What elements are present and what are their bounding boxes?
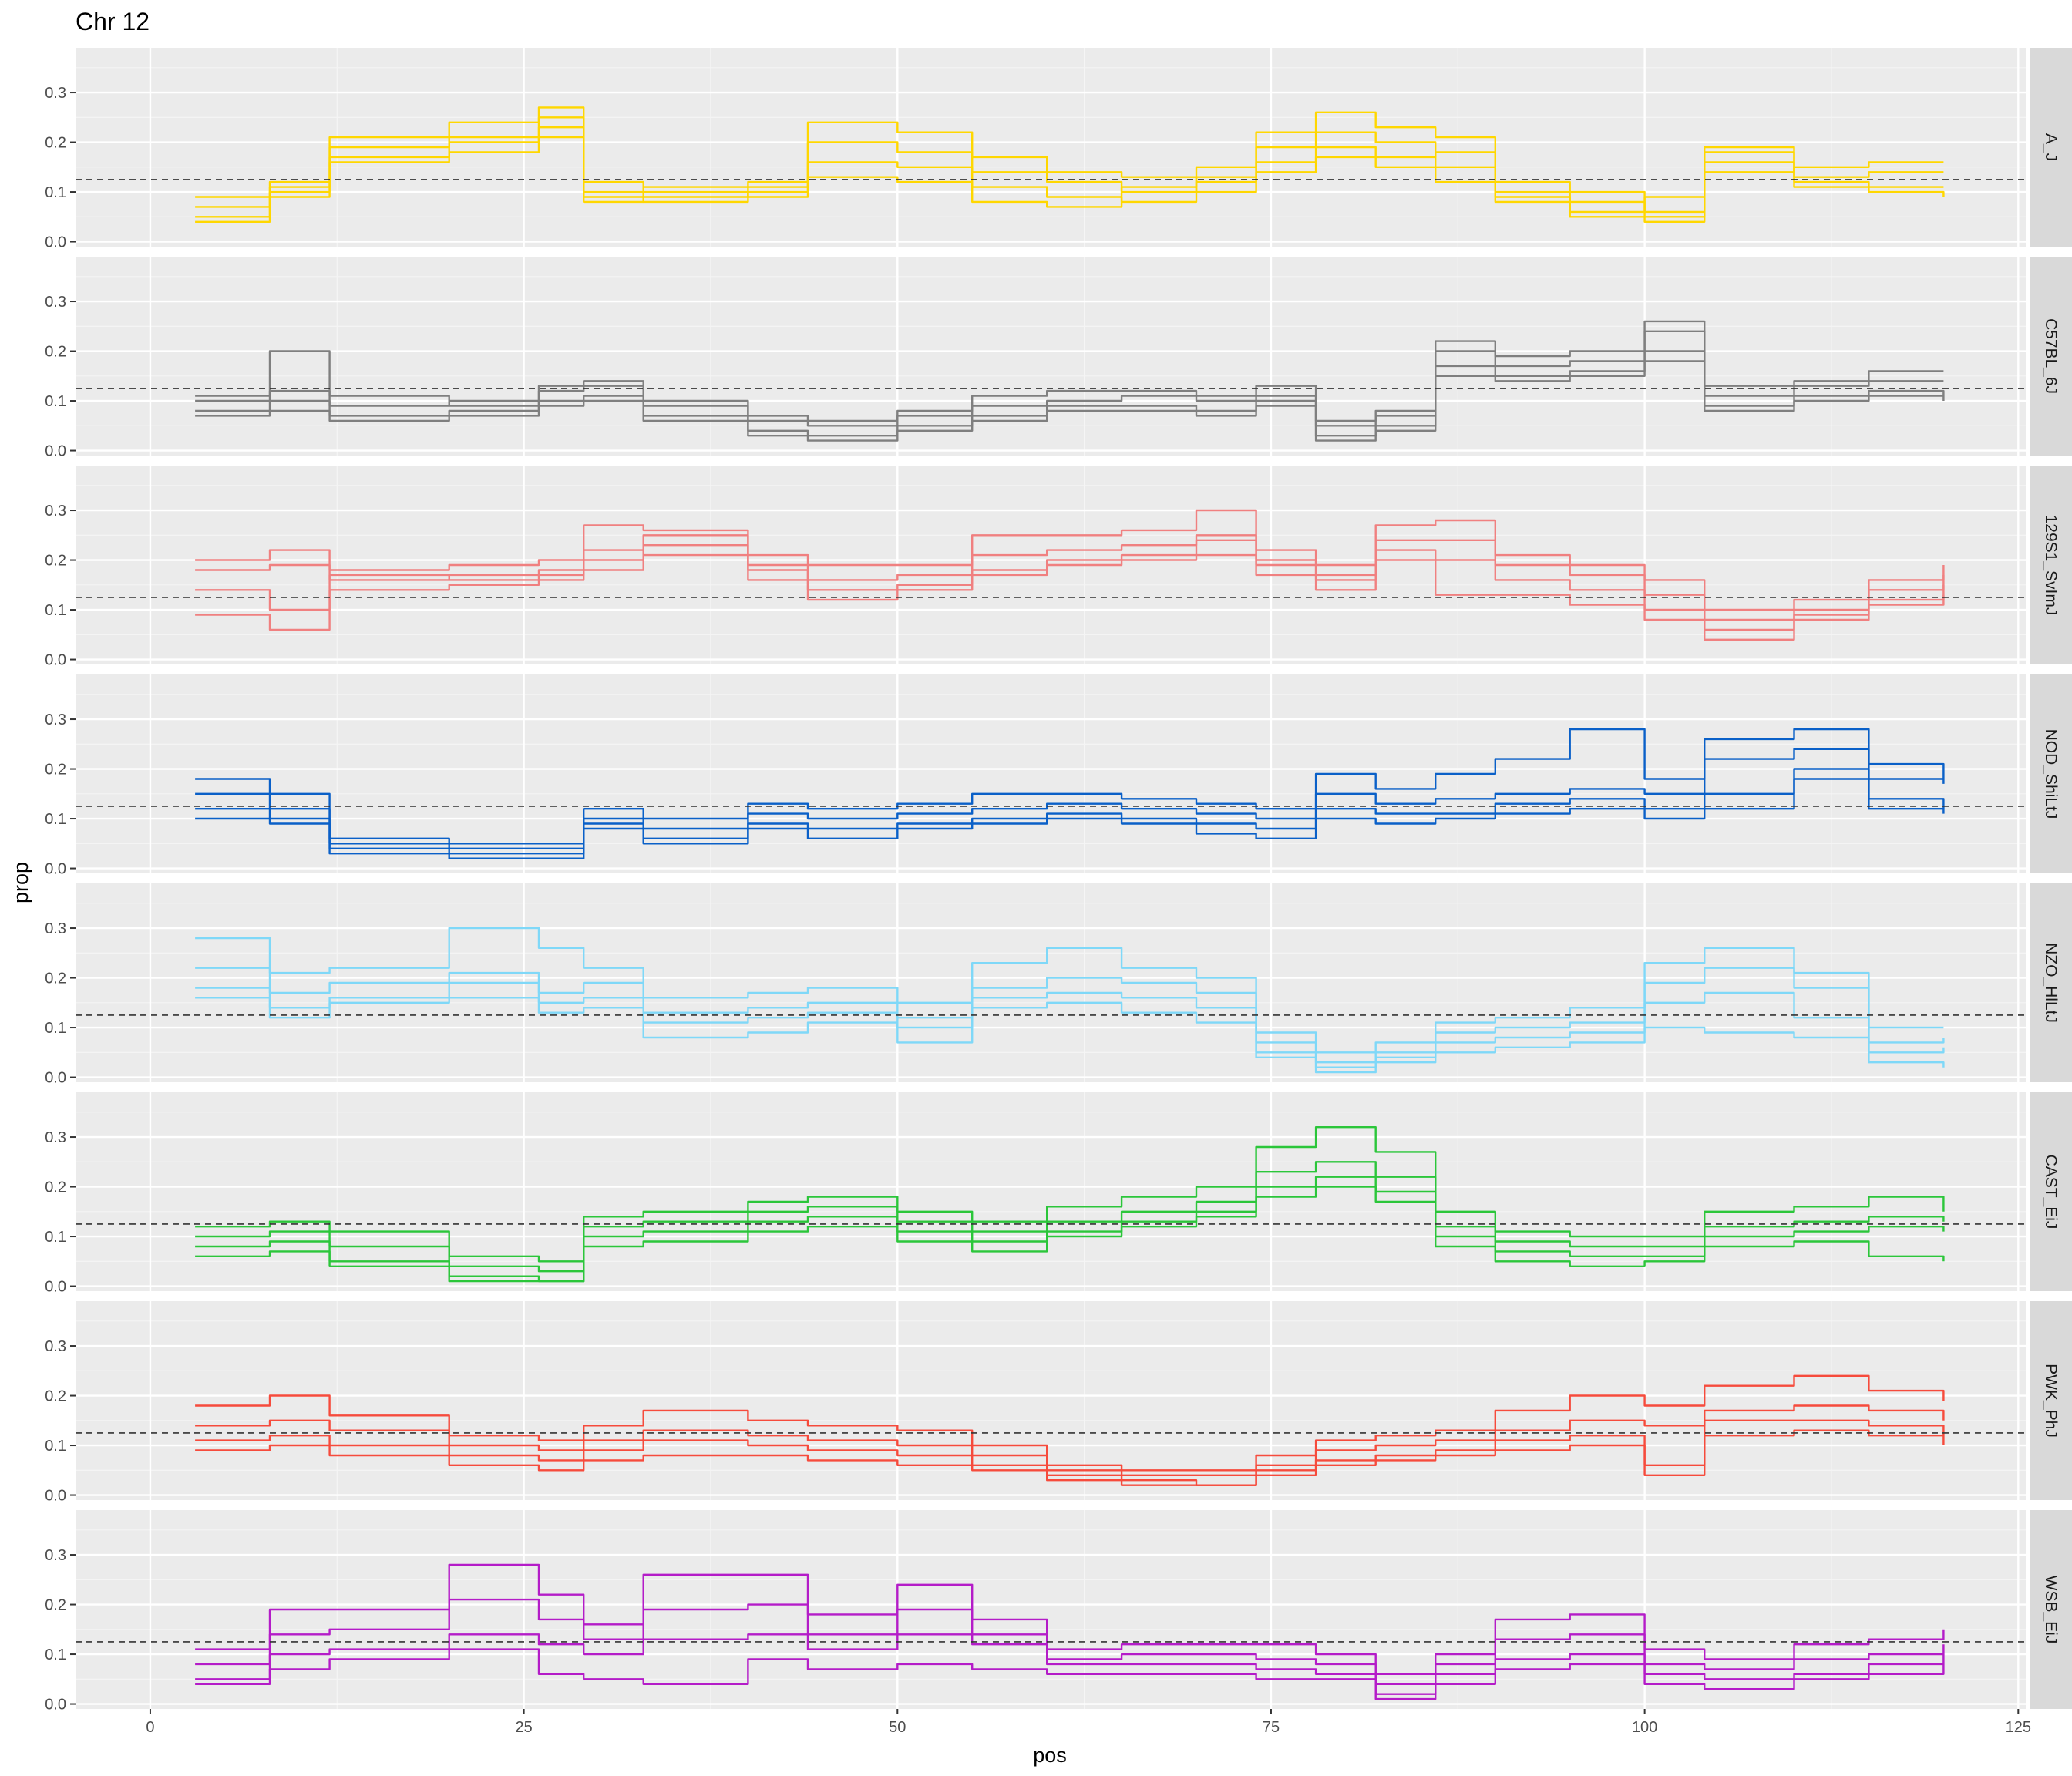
y-tick-label: 0.0 (45, 234, 66, 251)
y-tick-label: 0.0 (45, 1697, 66, 1714)
facet-panel-129s1_svimj: 0.0 0.1 0.2 0.3 129S1_SvImJ (45, 466, 2072, 669)
y-tick-label: 0.1 (45, 393, 66, 410)
y-tick-label: 0.1 (45, 1438, 66, 1455)
y-tick-label: 0.0 (45, 1488, 66, 1505)
facet-strip-label: WSB_EiJ (2042, 1576, 2060, 1644)
facet-panel-cast_eij: 0.0 0.1 0.2 0.3 CAST_EiJ (45, 1092, 2072, 1296)
series-line-1 (195, 1404, 1945, 1476)
facet-strip-label: NZO_HlLtJ (2042, 943, 2060, 1023)
y-tick-label: 0.0 (45, 861, 66, 878)
y-tick-label: 0.3 (45, 503, 66, 520)
y-tick-label: 0.1 (45, 602, 66, 619)
facet-strip (2030, 1301, 2072, 1500)
y-axis-title: prop (9, 862, 32, 903)
series-line-2 (195, 1563, 1945, 1675)
facet-strip-label: C57BL_6J (2042, 318, 2060, 394)
y-tick-label: 0.0 (45, 1279, 66, 1296)
series-line-2 (195, 1126, 1945, 1263)
series-line-4 (195, 778, 1945, 855)
facet-strip (2030, 1092, 2072, 1291)
x-tick-label: 0 (146, 1719, 154, 1736)
y-tick-label: 0.1 (45, 1020, 66, 1037)
y-tick-label: 0.2 (45, 970, 66, 987)
panel-background (76, 674, 2026, 873)
y-tick-label: 0.1 (45, 811, 66, 828)
facet-strip-label: PWK_PhJ (2042, 1364, 2060, 1438)
series-line-3 (195, 1419, 1945, 1486)
y-tick-label: 0.3 (45, 920, 66, 937)
x-axis-title: pos (1033, 1744, 1067, 1767)
facet-panel-wsb_eij: 0.0 0.1 0.2 0.3 WSB_EiJ (45, 1510, 2072, 1714)
facet-strip-label: 129S1_SvImJ (2042, 515, 2060, 616)
facet-strip (2030, 466, 2072, 664)
series-line-1 (195, 534, 1945, 621)
facet-strip (2030, 883, 2072, 1082)
facet-strip-label: NOD_ShiLtJ (2042, 729, 2060, 819)
series-line-4 (195, 1429, 1945, 1486)
y-tick-label: 0.3 (45, 1338, 66, 1355)
series-line-3 (195, 106, 1944, 214)
facet-panel-pwk_phj: 0.0 0.1 0.2 0.3 PWK_PhJ (45, 1301, 2072, 1505)
panel-background (76, 1092, 2026, 1291)
y-tick-label: 0.0 (45, 1070, 66, 1087)
panel-background (76, 1301, 2026, 1500)
facet-panel-c57bl_6j: 0.0 0.1 0.2 0.3 C57BL_6J (45, 257, 2072, 460)
y-tick-label: 0.3 (45, 85, 66, 102)
x-tick-label: 125 (2006, 1719, 2031, 1736)
facet-strip (2030, 1510, 2072, 1709)
x-tick-label: 50 (889, 1719, 906, 1736)
series-line-4 (195, 539, 1945, 641)
y-tick-label: 0.2 (45, 553, 66, 570)
facet-panel-nzo_hlltj: 0.0 0.1 0.2 0.3 NZO_HlLtJ (45, 883, 2072, 1087)
y-tick-label: 0.0 (45, 443, 66, 460)
series-line-1 (195, 1161, 1945, 1273)
panel-background (76, 257, 2026, 456)
series-line-4 (195, 997, 1945, 1074)
series-line-2 (195, 509, 1945, 611)
y-tick-label: 0.1 (45, 184, 66, 201)
x-tick-label: 100 (1632, 1719, 1657, 1736)
y-tick-label: 0.0 (45, 652, 66, 669)
y-tick-label: 0.1 (45, 1646, 66, 1663)
y-tick-label: 0.3 (45, 1129, 66, 1146)
series-line-2 (195, 927, 1944, 1054)
facet-strip (2030, 257, 2072, 456)
series-line-4 (195, 360, 1945, 442)
y-tick-label: 0.3 (45, 1547, 66, 1564)
series-line-3 (195, 1633, 1945, 1695)
y-tick-label: 0.2 (45, 1388, 66, 1405)
series-line-3 (195, 320, 1944, 422)
facet-panel-nod_shiltj: 0.0 0.1 0.2 0.3 NOD_ShiLtJ (45, 674, 2072, 878)
series-line-2 (195, 728, 1945, 845)
chart-title: Chr 12 (76, 8, 150, 35)
y-tick-label: 0.2 (45, 135, 66, 152)
y-tick-label: 0.2 (45, 344, 66, 361)
facet-panels: 0.00.10.20.3A_J0.00.10.20.3C57BL_6J0.00.… (45, 48, 2072, 1714)
y-tick-label: 0.2 (45, 1597, 66, 1614)
series-line-4 (195, 1648, 1945, 1700)
y-tick-label: 0.3 (45, 711, 66, 728)
facet-strip-label: CAST_EiJ (2042, 1155, 2060, 1229)
y-tick-label: 0.2 (45, 762, 66, 779)
y-tick-label: 0.1 (45, 1229, 66, 1246)
y-tick-label: 0.2 (45, 1179, 66, 1196)
y-tick-label: 0.3 (45, 294, 66, 311)
series-line-4 (195, 1186, 1945, 1283)
facet-strip (2030, 48, 2072, 247)
x-tick-label: 25 (515, 1719, 532, 1736)
x-axis: 0 25 50 75 100 125 (146, 1709, 2031, 1736)
facet-strip-label: A_J (2042, 133, 2060, 161)
series-line-1 (195, 748, 1945, 849)
x-tick-label: 75 (1263, 1719, 1280, 1736)
facet-strip (2030, 674, 2072, 873)
series-line-4 (195, 116, 1945, 223)
facet-panel-a_j: 0.0 0.1 0.2 0.3 A_J (45, 48, 2072, 251)
series-line-1 (195, 1598, 1945, 1685)
series-line-2 (195, 1374, 1945, 1472)
